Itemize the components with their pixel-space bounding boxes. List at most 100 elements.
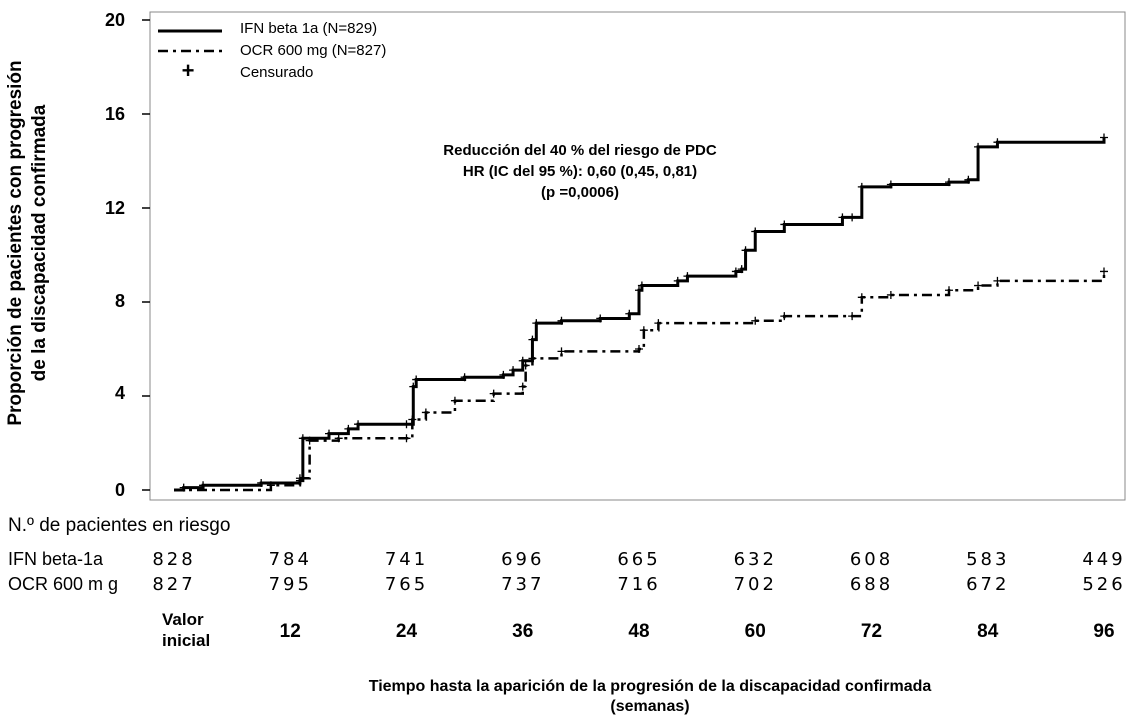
censor-mark [344,424,353,433]
censor-mark [635,286,643,295]
risk-value-ifn-84: 583 [966,549,1010,570]
x-tick-96: 96 [1093,621,1115,642]
risk-value-ocr-36: 737 [501,574,545,595]
censor-mark [499,370,508,379]
censor-mark [257,478,266,487]
risk-value-ocr-96: 526 [1082,574,1126,595]
y-tick-20: 20 [104,10,125,30]
annotation-line-2: HR (IC del 95 %): 0,60 (0,45, 0,81) [462,163,698,180]
censor-mark [886,180,895,189]
censor-mark [532,319,541,328]
censor-mark [637,281,646,290]
risk-value-ocr-48: 716 [617,574,661,595]
x-tick-84: 84 [977,621,999,642]
censor-mark [305,436,314,445]
censor-mark [780,220,789,229]
y-axis-label-line-1: Proporción de pacientes con progresión [5,60,26,426]
risk-value-ifn-60: 632 [733,549,777,570]
censor-mark [780,312,789,321]
risk-value-ifn-0: 828 [152,549,196,570]
censor-mark [460,373,469,382]
x-tick-72: 72 [860,621,883,642]
x-tick-baseline-line-2: inicial [162,631,211,650]
censor-mark [521,361,530,370]
censor-mark [751,316,760,325]
censor-mark [838,213,847,222]
censor-mark [741,246,750,255]
y-tick-0: 0 [114,480,125,500]
x-tick-36: 36 [512,621,534,642]
risk-row-label-ifn: IFN beta-1a [8,549,104,569]
risk-value-ifn-24: 741 [384,549,429,570]
y-tick-12: 12 [104,198,125,218]
y-axis-label: Proporción de pacientes con progresión d… [4,23,52,463]
legend-label-censored: Censurado [240,64,314,81]
censor-mark [518,356,527,365]
censor-mark [1100,133,1108,142]
risk-value-ocr-60: 702 [733,574,777,595]
censor-mark [412,375,421,384]
x-tick-baseline-line-1: Valor [162,610,204,629]
censor-mark [509,366,518,375]
censor-mark [683,272,692,281]
censor-mark [974,142,983,151]
legend-label-ifn: IFN beta 1a (N=829) [240,20,378,37]
censor-mark [408,415,417,424]
risk-value-ifn-96: 449 [1082,549,1126,570]
censor-mark [409,382,418,391]
risk-value-ocr-0: 827 [152,574,196,595]
censor-mark [421,408,430,417]
censor-mark [402,434,411,443]
legend-label-ocr: OCR 600 mg (N=827) [240,42,387,59]
legend-censor-symbol: + [182,58,195,83]
risk-value-ifn-12: 784 [268,549,312,570]
annotation-line-3: (p =0,0006) [541,184,619,201]
y-tick-8: 8 [114,291,125,311]
risk-value-ifn-72: 608 [849,549,894,570]
censor-mark [596,314,605,323]
censor-mark [528,335,537,344]
x-axis-label: Tiempo hasta la aparición de la progresi… [270,677,1030,717]
censor-mark [993,276,1002,285]
censor-mark [295,474,304,483]
censor-mark [945,286,953,295]
x-tick-60: 60 [744,621,766,642]
censor-mark [528,354,537,363]
hazard-ratio-annotation: Reducción del 40 % del riesgo de PDC HR … [380,140,780,203]
censor-mark [964,175,973,184]
censor-mark [450,396,459,405]
censor-mark [886,290,895,299]
censor-mark [298,434,307,443]
x-tick-24: 24 [395,621,418,642]
censor-mark [557,316,566,325]
censor-mark [639,326,648,335]
censor-mark [325,429,333,438]
censor-mark [731,267,740,276]
y-axis-tick-marks [142,19,150,491]
censor-mark [857,182,866,191]
censor-mark [673,276,682,285]
y-tick-16: 16 [104,104,125,124]
censor-mark [848,213,857,222]
censor-mark [266,481,275,490]
risk-row-label-ocr: OCR 600 m g [8,574,119,594]
risk-value-ocr-84: 672 [966,574,1010,595]
risk-table-heading: N.º de pacientes en riesgo [8,515,231,536]
x-tick-12: 12 [279,621,301,642]
annotation-line-1: Reducción del 40 % del riesgo de PDC [443,142,717,159]
legend: + [158,29,222,83]
y-tick-4: 4 [114,383,125,403]
censor-mark [199,481,208,490]
risk-value-ocr-12: 795 [268,574,312,595]
censor-mark [354,420,363,429]
risk-value-ifn-48: 665 [617,549,661,570]
censor-mark [334,434,343,443]
x-axis-label-line-2: (semanas) [610,698,690,715]
censor-mark [402,420,411,429]
censor-mark [654,319,663,328]
censor-mark [557,347,566,356]
censor-mark [945,178,953,187]
risk-value-ocr-72: 688 [849,574,894,595]
censor-mark [635,345,643,353]
censor-mark [518,382,527,391]
